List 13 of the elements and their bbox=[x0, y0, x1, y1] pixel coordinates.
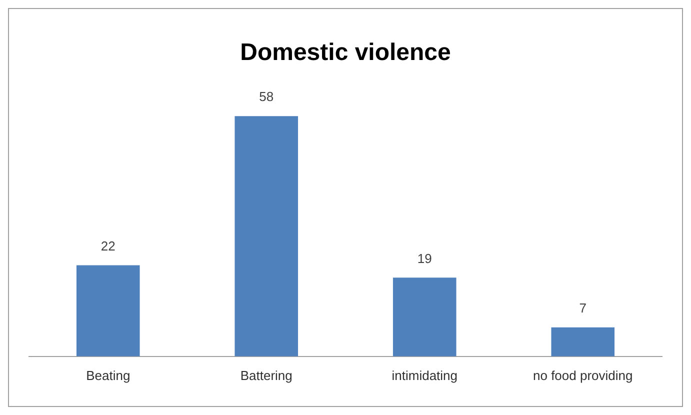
data-label: 7 bbox=[579, 300, 586, 316]
bar bbox=[551, 327, 615, 356]
bar bbox=[392, 278, 456, 356]
x-tick-label: no food providing bbox=[533, 368, 633, 383]
data-label: 19 bbox=[417, 250, 432, 266]
data-label: 58 bbox=[259, 89, 274, 104]
x-tick-label: Battering bbox=[240, 368, 292, 383]
bar bbox=[76, 265, 140, 356]
x-tick-label: Beating bbox=[86, 368, 130, 383]
chart-title: Domestic violence bbox=[240, 39, 451, 66]
data-label: 22 bbox=[100, 238, 116, 254]
bar bbox=[234, 116, 298, 356]
x-tick-label: intimidating bbox=[392, 368, 458, 383]
